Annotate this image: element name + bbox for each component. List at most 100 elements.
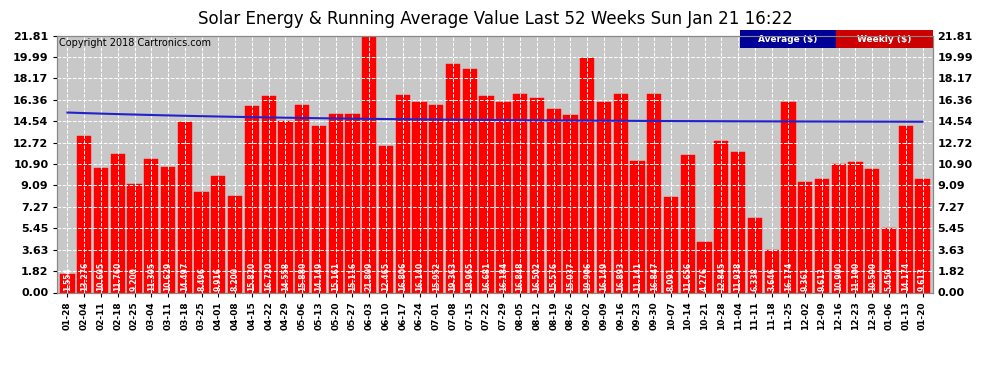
Text: 16.848: 16.848 — [516, 261, 525, 291]
Bar — [664, 197, 678, 292]
Text: 14.174: 14.174 — [901, 261, 910, 291]
Text: 16.681: 16.681 — [482, 261, 491, 291]
Bar — [764, 249, 779, 292]
Text: 8.496: 8.496 — [197, 267, 206, 291]
Bar — [379, 146, 393, 292]
Bar — [446, 64, 460, 292]
Text: 15.952: 15.952 — [432, 262, 441, 291]
Bar — [563, 116, 577, 292]
Text: 19.363: 19.363 — [448, 262, 457, 291]
Text: 16.174: 16.174 — [784, 261, 793, 291]
Text: 21.809: 21.809 — [364, 261, 374, 291]
Text: 16.149: 16.149 — [600, 262, 609, 291]
Text: 15.820: 15.820 — [248, 262, 256, 291]
Bar — [228, 196, 243, 292]
Bar — [597, 102, 611, 292]
Text: 9.613: 9.613 — [918, 267, 927, 291]
Bar — [413, 102, 427, 292]
Bar — [496, 102, 511, 292]
Bar — [798, 182, 812, 292]
Bar — [94, 168, 108, 292]
Text: 9.916: 9.916 — [214, 267, 223, 291]
Bar — [194, 192, 209, 292]
Text: 15.116: 15.116 — [348, 262, 357, 291]
Text: 16.502: 16.502 — [533, 262, 542, 291]
Text: 11.141: 11.141 — [633, 262, 642, 291]
Text: 14.497: 14.497 — [180, 261, 189, 291]
Bar — [329, 114, 343, 292]
Text: 9.200: 9.200 — [130, 267, 139, 291]
Text: 13.276: 13.276 — [80, 261, 89, 291]
Bar — [747, 218, 762, 292]
Bar — [178, 122, 192, 292]
Text: 15.576: 15.576 — [549, 262, 558, 291]
Text: 1.554: 1.554 — [63, 267, 72, 291]
Text: 16.806: 16.806 — [398, 261, 407, 291]
Bar — [161, 167, 175, 292]
Bar — [245, 106, 259, 292]
Text: 16.184: 16.184 — [499, 261, 508, 291]
Text: 16.140: 16.140 — [415, 262, 424, 291]
Bar — [60, 274, 74, 292]
Text: 12.845: 12.845 — [717, 262, 726, 291]
Bar — [479, 96, 494, 292]
Text: 16.847: 16.847 — [649, 261, 658, 291]
Bar — [614, 93, 628, 292]
Bar — [261, 96, 276, 292]
Text: 18.965: 18.965 — [465, 262, 474, 291]
Text: 15.037: 15.037 — [566, 262, 575, 291]
Bar — [295, 105, 309, 292]
Text: 11.100: 11.100 — [851, 262, 860, 291]
Text: 12.465: 12.465 — [381, 262, 390, 291]
Text: 8.091: 8.091 — [666, 267, 675, 291]
Text: 15.161: 15.161 — [332, 262, 341, 291]
Text: 8.200: 8.200 — [231, 267, 240, 291]
Text: 6.338: 6.338 — [750, 267, 759, 291]
Text: 11.938: 11.938 — [734, 261, 742, 291]
Text: 9.361: 9.361 — [801, 267, 810, 291]
Text: 10.900: 10.900 — [835, 262, 843, 291]
Bar — [128, 184, 142, 292]
Bar — [211, 176, 226, 292]
Text: 14.149: 14.149 — [315, 262, 324, 291]
Bar — [462, 69, 477, 292]
Bar — [111, 154, 125, 292]
Text: 16.893: 16.893 — [616, 261, 626, 291]
Bar — [312, 126, 326, 292]
Text: 19.906: 19.906 — [583, 262, 592, 291]
Bar — [647, 94, 661, 292]
Bar — [530, 98, 544, 292]
Text: Copyright 2018 Cartronics.com: Copyright 2018 Cartronics.com — [59, 38, 211, 48]
Text: 10.629: 10.629 — [163, 262, 172, 291]
Text: 14.558: 14.558 — [281, 262, 290, 291]
Bar — [781, 102, 796, 292]
Bar — [848, 162, 862, 292]
Bar — [697, 242, 712, 292]
Text: 9.613: 9.613 — [818, 267, 827, 291]
Text: 3.646: 3.646 — [767, 267, 776, 291]
Bar — [631, 161, 644, 292]
Text: 10.605: 10.605 — [96, 262, 106, 291]
Text: 11.305: 11.305 — [147, 262, 155, 291]
Bar — [77, 136, 91, 292]
Bar — [278, 121, 293, 292]
Title: Solar Energy & Running Average Value Last 52 Weeks Sun Jan 21 16:22: Solar Energy & Running Average Value Las… — [198, 9, 792, 27]
Bar — [899, 126, 913, 292]
Text: 5.450: 5.450 — [884, 267, 894, 291]
Bar — [832, 164, 845, 292]
Bar — [580, 58, 594, 292]
Text: 16.720: 16.720 — [264, 261, 273, 291]
Bar — [546, 109, 560, 292]
Text: 10.500: 10.500 — [867, 262, 877, 291]
Text: 11.760: 11.760 — [113, 261, 123, 291]
Bar — [430, 105, 444, 292]
Bar — [513, 94, 528, 292]
Bar — [882, 228, 896, 292]
Text: 4.276: 4.276 — [700, 267, 709, 291]
Bar — [145, 159, 158, 292]
Bar — [714, 141, 729, 292]
Bar — [815, 179, 829, 292]
Bar — [865, 169, 879, 292]
Bar — [681, 155, 695, 292]
Bar — [731, 152, 745, 292]
